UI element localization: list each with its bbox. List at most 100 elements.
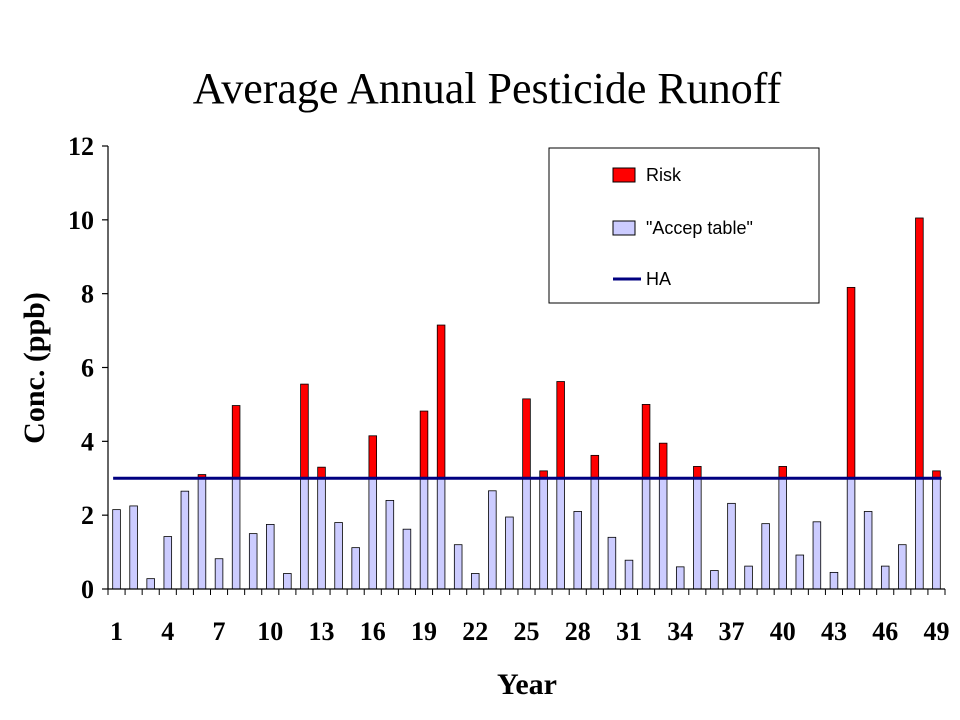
legend: Risk "Accep table" HA [548,147,820,304]
bar-acceptable [675,566,685,590]
chart-title: Average Annual Pesticide Runoff [193,64,782,113]
bar-acceptable [300,477,309,590]
x-tick-label: 43 [821,617,847,646]
x-tick-label: 7 [213,617,226,646]
bar-acceptable [590,477,600,590]
bar-acceptable [283,573,292,590]
bar-acceptable [846,477,856,590]
bar-acceptable [880,565,890,590]
bar-risk [915,217,924,479]
bar-risk [556,381,565,479]
bar-acceptable [812,521,822,590]
bar-acceptable [693,477,702,590]
bar-acceptable [556,477,565,590]
y-axis-label: Conc. (ppb) [18,292,51,444]
bar-risk [419,410,429,479]
x-axis-label: Year [497,668,557,701]
x-tick-label: 19 [411,617,437,646]
bar-risk [658,442,668,479]
legend-label-ha: HA [646,269,671,289]
bar-acceptable [453,544,463,590]
bar-risk [300,383,309,479]
y-tick-label: 6 [81,354,94,383]
bar-acceptable [146,578,155,590]
bar-risk [590,454,600,479]
bar-acceptable [180,490,190,590]
x-tick-label: 10 [257,617,283,646]
bar-acceptable [112,509,121,590]
bar-acceptable [351,547,360,590]
legend-label-acceptable: "Accep table" [646,218,753,238]
legend-label-risk: Risk [646,165,682,185]
bar-acceptable [129,505,138,590]
x-tick-label: 25 [514,617,540,646]
x-tick-label: 4 [161,617,174,646]
x-tick-label: 40 [770,617,796,646]
bar-risk [368,435,378,479]
bar-acceptable [522,477,531,590]
bar-acceptable [829,571,839,590]
bar-acceptable [505,516,514,590]
bar-acceptable [248,533,258,590]
bar-acceptable [385,499,395,590]
bar-acceptable [658,477,668,590]
x-tick-label: 46 [872,617,898,646]
bar-risk [778,466,787,479]
bar-acceptable [863,511,873,590]
bar-acceptable [915,477,924,590]
y-tick-label: 8 [81,280,94,309]
x-tick-label: 31 [616,617,642,646]
x-tick-label: 16 [360,617,386,646]
bar-acceptable [231,477,241,590]
bar-acceptable [163,536,173,590]
x-tick-label: 1 [110,617,123,646]
y-tick-label: 4 [81,427,94,456]
legend-swatch-risk [612,167,636,183]
bar-acceptable [419,477,429,590]
x-tick-label: 49 [923,617,949,646]
y-tick-label: 0 [81,575,94,604]
x-tick-label: 37 [718,617,744,646]
bar-acceptable [641,477,651,590]
bar-acceptable [402,528,412,590]
bar-risk [317,466,326,479]
bar-acceptable [898,544,907,590]
bar-risk [641,404,651,479]
bar-acceptable [317,477,326,590]
bar-acceptable [761,523,770,590]
bar-acceptable [573,511,582,590]
bar-acceptable [539,477,548,590]
bar-acceptable [197,477,207,590]
y-tick-label: 12 [68,132,94,161]
y-tick-label: 10 [68,206,94,235]
x-tick-label: 34 [667,617,693,646]
bar-risk [231,405,241,479]
bar-acceptable [727,502,736,590]
x-tick-label: 28 [565,617,591,646]
bar-acceptable [624,559,634,590]
y-tick-label: 2 [81,501,94,530]
bar-risk [693,466,702,479]
bar-acceptable [778,477,787,590]
bar-acceptable [488,490,497,590]
bar-acceptable [334,522,343,590]
bar-acceptable [607,536,617,590]
bar-risk [846,286,856,479]
bar-acceptable [436,477,446,590]
bar-acceptable [744,565,753,590]
legend-swatch-acceptable [612,220,636,236]
bar-acceptable [710,570,719,590]
legend-box [548,147,820,304]
x-ticks: 1 4 7 10 13 16 19 22 25 28 31 34 37 40 43 46 49 [107,589,949,646]
bar-acceptable [368,477,378,590]
x-tick-label: 13 [309,617,335,646]
x-tick-label: 22 [462,617,488,646]
bar-risk [436,324,446,479]
y-ticks: 0 2 4 6 8 10 12 [68,132,108,604]
bar-acceptable [932,477,941,590]
bar-risk [522,398,531,479]
bar-acceptable [795,554,805,590]
bar-acceptable [266,523,275,590]
bar-acceptable [214,558,224,590]
